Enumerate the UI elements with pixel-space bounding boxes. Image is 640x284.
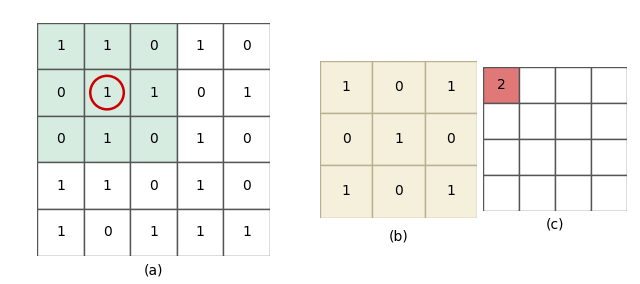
Text: 1: 1 <box>196 39 205 53</box>
Bar <box>591 67 627 103</box>
Bar <box>519 67 556 103</box>
Bar <box>177 209 223 256</box>
Bar <box>519 175 556 211</box>
Text: 0: 0 <box>56 132 65 146</box>
Text: 0: 0 <box>102 225 111 239</box>
Text: 1: 1 <box>56 39 65 53</box>
Text: (c): (c) <box>546 218 564 232</box>
Bar <box>37 162 84 209</box>
Bar <box>483 103 519 139</box>
Bar <box>131 69 177 116</box>
Text: 1: 1 <box>196 132 205 146</box>
Bar <box>131 23 177 69</box>
Bar <box>177 23 223 69</box>
Bar <box>37 116 84 162</box>
Text: 1: 1 <box>149 225 158 239</box>
Bar <box>483 175 519 211</box>
Text: 0: 0 <box>446 132 455 146</box>
Text: 1: 1 <box>102 132 111 146</box>
Bar <box>177 116 223 162</box>
Text: 1: 1 <box>56 225 65 239</box>
Bar <box>424 61 477 113</box>
Bar <box>223 69 270 116</box>
Bar <box>37 23 84 69</box>
Bar <box>320 113 372 165</box>
Text: 0: 0 <box>342 132 351 146</box>
Bar <box>424 165 477 218</box>
Bar <box>519 103 556 139</box>
Bar <box>591 139 627 175</box>
Bar <box>556 67 591 103</box>
Bar <box>556 139 591 175</box>
Bar <box>84 162 131 209</box>
Text: 0: 0 <box>243 179 251 193</box>
Bar <box>483 67 519 103</box>
Text: 0: 0 <box>394 184 403 199</box>
Bar <box>131 116 177 162</box>
Text: 0: 0 <box>149 132 158 146</box>
Text: 1: 1 <box>243 225 251 239</box>
Bar <box>131 162 177 209</box>
Bar <box>519 139 556 175</box>
Text: 0: 0 <box>243 132 251 146</box>
Bar <box>84 69 131 116</box>
Text: 1: 1 <box>149 85 158 100</box>
Bar <box>223 116 270 162</box>
Text: 0: 0 <box>196 85 205 100</box>
Text: (a): (a) <box>144 264 163 278</box>
Bar <box>37 69 84 116</box>
Bar <box>320 61 372 113</box>
Bar <box>223 209 270 256</box>
Bar <box>131 209 177 256</box>
Bar <box>223 162 270 209</box>
Bar <box>84 23 131 69</box>
Text: 1: 1 <box>342 184 351 199</box>
Bar <box>37 209 84 256</box>
Bar <box>591 175 627 211</box>
Text: 0: 0 <box>243 39 251 53</box>
Text: 1: 1 <box>56 179 65 193</box>
Text: 0: 0 <box>149 179 158 193</box>
Bar <box>591 103 627 139</box>
Bar <box>84 209 131 256</box>
Bar <box>372 165 424 218</box>
Bar <box>556 103 591 139</box>
Text: 1: 1 <box>102 39 111 53</box>
Bar <box>372 61 424 113</box>
Text: 2: 2 <box>497 78 506 92</box>
Bar <box>84 116 131 162</box>
Bar <box>177 69 223 116</box>
Text: 1: 1 <box>102 179 111 193</box>
Bar <box>556 175 591 211</box>
Text: 1: 1 <box>102 85 111 100</box>
Bar <box>424 113 477 165</box>
Bar <box>177 162 223 209</box>
Text: 1: 1 <box>446 80 455 94</box>
Text: 0: 0 <box>394 80 403 94</box>
Bar <box>320 165 372 218</box>
Bar <box>483 139 519 175</box>
Bar <box>223 23 270 69</box>
Bar <box>372 113 424 165</box>
Text: 1: 1 <box>394 132 403 146</box>
Text: 1: 1 <box>196 225 205 239</box>
Text: 0: 0 <box>149 39 158 53</box>
Text: 1: 1 <box>446 184 455 199</box>
Text: 1: 1 <box>243 85 251 100</box>
Text: 1: 1 <box>196 179 205 193</box>
Text: 1: 1 <box>342 80 351 94</box>
Text: (b): (b) <box>388 229 408 243</box>
Text: 0: 0 <box>56 85 65 100</box>
